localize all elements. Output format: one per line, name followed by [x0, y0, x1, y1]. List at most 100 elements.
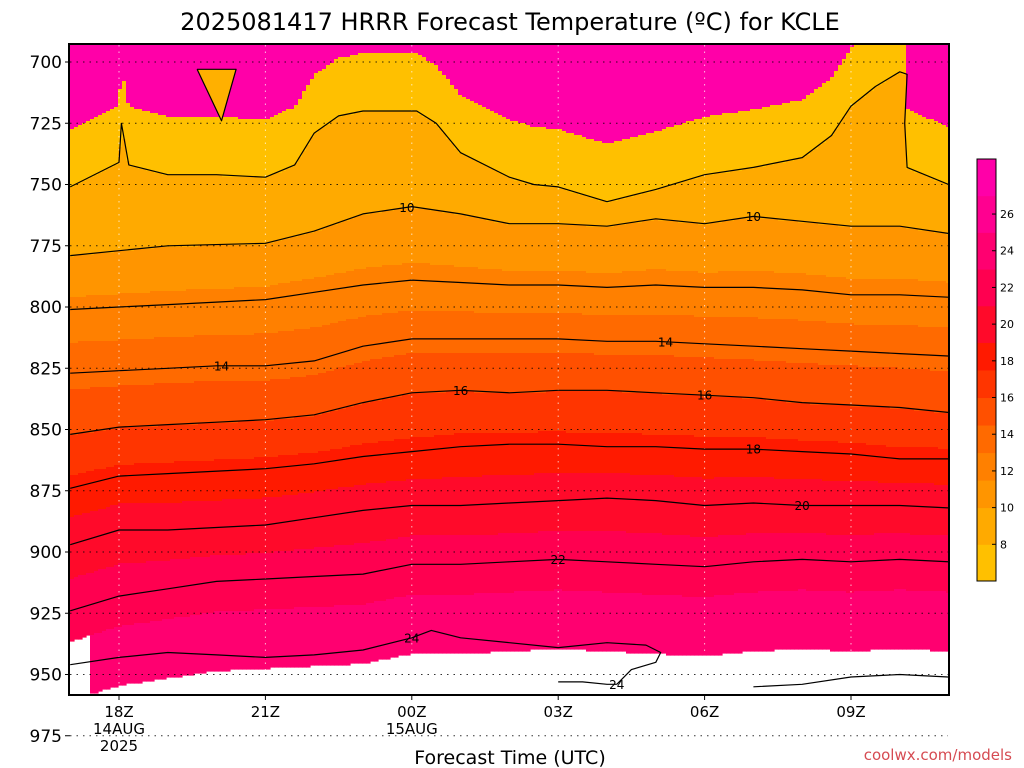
field-cell — [178, 559, 183, 618]
field-cell — [498, 353, 503, 394]
field-cell — [662, 355, 667, 396]
field-cell — [350, 319, 355, 366]
field-cell — [762, 437, 767, 478]
field-cell — [550, 391, 555, 432]
field-cell — [442, 311, 447, 354]
field-cell — [482, 269, 487, 314]
field-cell — [278, 113, 283, 174]
field-cell — [694, 597, 699, 656]
field-cell — [714, 477, 719, 538]
field-cell — [270, 497, 275, 554]
field-cell — [246, 287, 251, 336]
field-cell — [946, 235, 948, 284]
field-cell — [178, 117, 183, 176]
field-cell — [142, 427, 147, 464]
field-cell — [502, 117, 507, 176]
field-cell — [474, 477, 479, 536]
field-cell — [838, 123, 843, 228]
field-cell — [690, 223, 695, 272]
field-cell — [890, 367, 895, 410]
field-cell — [134, 339, 139, 386]
field-cell — [482, 353, 487, 394]
field-cell — [78, 473, 83, 516]
field-cell — [470, 267, 475, 312]
field-cell — [102, 341, 107, 388]
field-cell — [486, 393, 491, 434]
field-cell — [710, 597, 715, 656]
field-cell — [702, 537, 707, 598]
field-cell — [710, 175, 715, 224]
field-cell — [494, 113, 499, 172]
field-cell — [74, 435, 79, 476]
field-cell — [810, 321, 815, 364]
field-cell — [98, 115, 103, 174]
field-cell — [410, 45, 415, 54]
field-cell — [250, 611, 255, 670]
field-cell — [794, 273, 799, 320]
field-cell — [914, 591, 919, 650]
field-cell — [862, 97, 867, 228]
field-cell — [562, 391, 567, 432]
field-cell — [758, 477, 763, 534]
field-cell — [766, 45, 771, 108]
field-cell — [218, 459, 223, 502]
field-cell — [218, 611, 223, 672]
field-cell — [338, 321, 343, 368]
field-cell — [646, 45, 651, 134]
field-cell — [874, 533, 879, 592]
field-cell — [714, 45, 719, 116]
field-cell — [870, 445, 875, 482]
field-cell — [622, 355, 627, 394]
field-cell — [90, 341, 95, 388]
field-cell — [338, 223, 343, 274]
field-cell — [190, 289, 195, 338]
field-cell — [138, 623, 143, 684]
field-cell — [126, 161, 131, 252]
field-cell — [922, 447, 927, 484]
field-cell — [450, 85, 455, 144]
field-cell — [774, 105, 779, 164]
field-cell — [538, 127, 543, 188]
field-cell — [134, 427, 139, 464]
field-cell — [838, 535, 843, 592]
field-cell — [782, 591, 787, 650]
field-cell — [594, 391, 599, 434]
field-cell — [286, 551, 291, 610]
field-cell — [818, 441, 823, 480]
field-cell — [570, 473, 575, 532]
field-cell — [186, 425, 191, 462]
field-cell — [646, 475, 651, 534]
field-cell — [382, 601, 387, 660]
x-tick-label: 09Z — [836, 703, 865, 721]
field-cell — [482, 535, 487, 594]
field-cell — [866, 45, 871, 94]
field-cell — [70, 257, 75, 298]
field-cell — [726, 317, 731, 360]
field-cell — [282, 551, 287, 610]
field-cell — [670, 315, 675, 356]
field-cell — [754, 361, 759, 400]
field-cell — [858, 45, 863, 100]
field-cell — [774, 163, 779, 220]
field-cell — [406, 537, 411, 596]
field-cell — [170, 117, 175, 176]
field-cell — [590, 273, 595, 316]
field-cell — [806, 275, 811, 322]
field-cell — [538, 187, 543, 226]
field-cell — [510, 121, 515, 180]
field-cell — [106, 295, 111, 342]
field-cell — [354, 405, 359, 446]
field-cell — [850, 47, 855, 108]
field-cell — [810, 275, 815, 322]
field-cell — [610, 227, 615, 274]
field-cell — [454, 535, 459, 596]
field-cell — [254, 457, 259, 500]
field-cell — [522, 591, 527, 652]
field-cell — [742, 45, 747, 112]
field-cell — [690, 121, 695, 180]
field-cell — [174, 617, 179, 678]
field-cell — [134, 249, 139, 294]
field-cell — [678, 435, 683, 478]
field-cell — [882, 445, 887, 484]
field-cell — [386, 265, 391, 314]
